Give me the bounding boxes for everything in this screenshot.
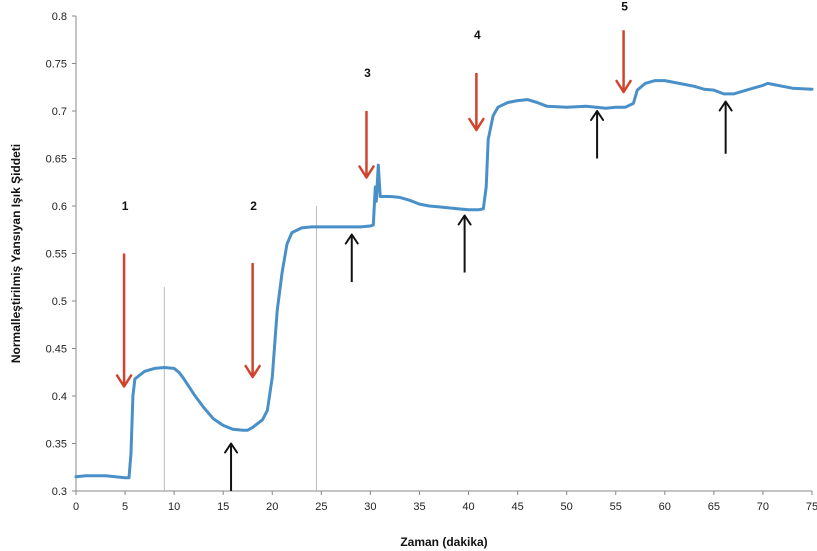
- y-tick-label: 0.55: [46, 249, 67, 261]
- x-tick-label: 0: [73, 501, 79, 513]
- x-tick-label: 5: [122, 501, 128, 513]
- x-tick-label: 30: [364, 501, 376, 513]
- y-tick-label: 0.6: [52, 201, 67, 213]
- y-tick-label: 0.3: [52, 486, 67, 498]
- event-label: 3: [364, 66, 371, 80]
- x-tick-label: 45: [511, 501, 523, 513]
- y-tick-label: 0.7: [52, 106, 67, 118]
- recovery-arrowhead-up: [590, 110, 605, 121]
- recovery-arrowhead-up: [457, 214, 472, 226]
- x-tick-label: 35: [413, 501, 425, 513]
- y-tick-label: 0.35: [46, 439, 67, 451]
- x-tick-label: 60: [659, 501, 671, 513]
- event-arrowhead-down: [615, 79, 632, 94]
- y-tick-label: 0.75: [46, 59, 67, 71]
- event-label: 5: [621, 0, 628, 14]
- event-label: 2: [250, 199, 257, 213]
- y-axis-title: Normalleştirilmiş Yansıyan Işık Şiddeti: [9, 144, 23, 363]
- recovery-arrowhead-up: [224, 442, 239, 454]
- recovery-arrowhead-up: [344, 233, 359, 245]
- x-axis-title: Zaman (dakika): [400, 535, 487, 549]
- y-tick-label: 0.65: [46, 154, 67, 166]
- event-label: 1: [122, 199, 129, 213]
- event-arrowhead-down: [468, 117, 485, 132]
- x-tick-label: 40: [462, 501, 474, 513]
- y-tick-label: 0.4: [52, 391, 67, 403]
- y-tick-label: 0.8: [52, 11, 67, 23]
- recovery-arrowhead-up: [718, 100, 733, 112]
- plot-area: 0.3 0.35 0.4 0.45 0.5 0.55 0.6 0.65 0.7 0.75 0.8 0 5…: [46, 0, 817, 513]
- event-label: 4: [474, 28, 481, 42]
- x-tick-label: 20: [266, 501, 278, 513]
- event-arrowhead-down: [115, 374, 133, 388]
- x-tick-label: 25: [315, 501, 327, 513]
- x-tick-label: 15: [217, 501, 229, 513]
- x-tick-label: 65: [708, 501, 720, 513]
- x-tick-label: 50: [561, 501, 573, 513]
- y-tick-label: 0.45: [46, 344, 67, 356]
- event-arrowhead-down: [244, 364, 261, 379]
- series-line: [74, 79, 814, 480]
- x-tick-label: 10: [168, 501, 180, 513]
- x-tick-label: 70: [757, 501, 769, 513]
- x-tick-label: 75: [806, 501, 817, 513]
- y-tick-label: 0.5: [52, 296, 67, 308]
- x-tick-label: 55: [610, 501, 622, 513]
- event-arrowhead-down: [358, 165, 375, 179]
